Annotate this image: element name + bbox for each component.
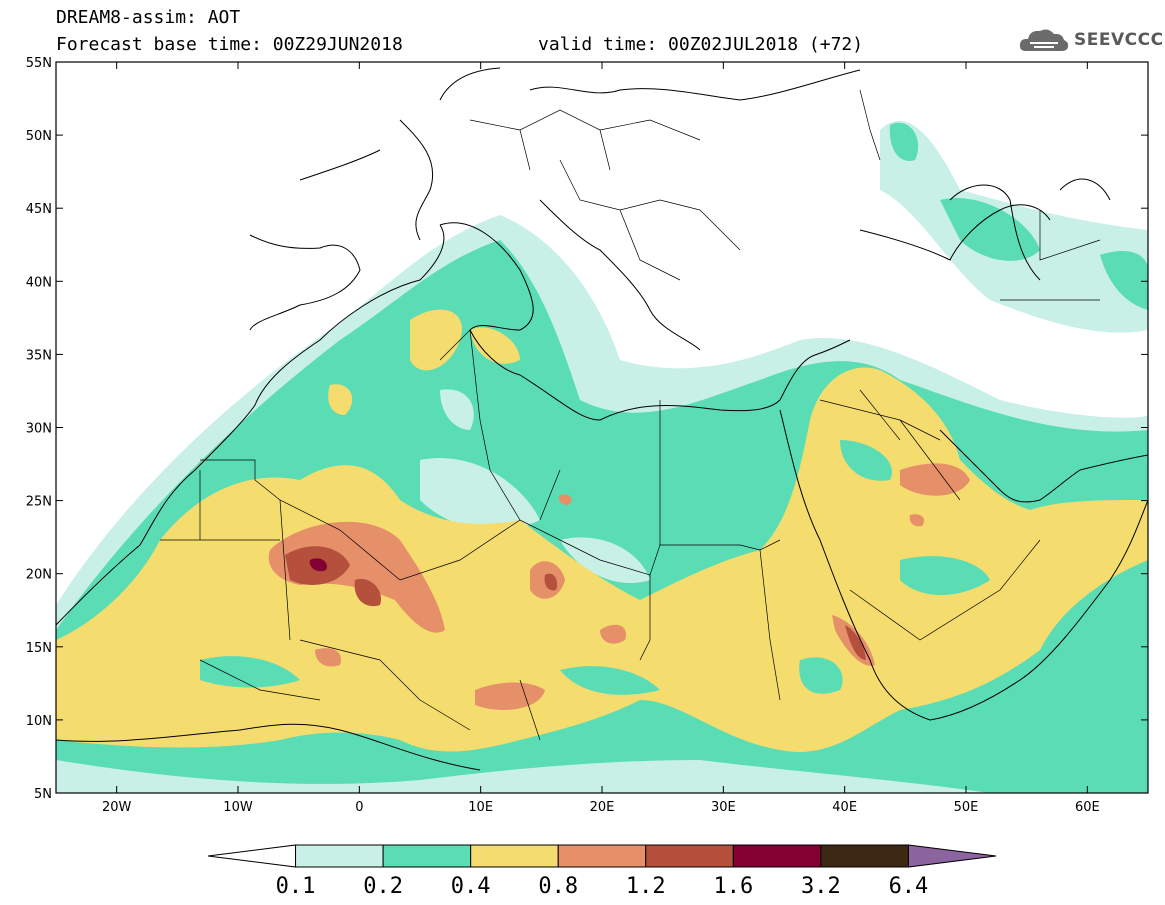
longitude-axis: 20W 10W 0 10E 20E 30E 40E 50E 60E	[102, 62, 1100, 815]
lon-tick-label: 20E	[590, 800, 615, 815]
logo-text: SEEVCCC	[1074, 30, 1164, 50]
colorbar-label: 3.2	[801, 874, 841, 899]
colorbar-label: 1.2	[626, 874, 666, 899]
colorbar-segment	[382, 844, 472, 868]
seevccc-logo: SEEVCCC	[1018, 22, 1164, 58]
cloud-icon	[1019, 29, 1069, 51]
lat-tick-label: 40N	[26, 275, 52, 290]
forecast-times: Forecast base time: 00Z29JUN2018 valid ti…	[56, 34, 863, 55]
lat-tick-label: 5N	[34, 787, 52, 802]
map-title: DREAM8-assim: AOT	[56, 7, 241, 28]
base-time-label: Forecast base time: 00Z29JUN2018	[56, 34, 403, 55]
lon-tick-label: 10W	[223, 800, 253, 815]
valid-time-label: valid time: 00Z02JUL2018 (+72)	[538, 34, 864, 55]
coastlines	[56, 67, 1148, 771]
lat-tick-label: 10N	[26, 714, 52, 729]
colorbar-segment	[295, 844, 384, 868]
lat-tick-label: 35N	[26, 348, 52, 363]
lon-tick-label: 50E	[954, 800, 979, 815]
lon-tick-label: 60E	[1075, 800, 1100, 815]
colorbar-labels: 0.1 0.2 0.4 0.8 1.2 1.6 3.2 6.4	[276, 874, 929, 899]
country-borders	[160, 89, 1101, 741]
colorbar-segment	[557, 844, 647, 868]
lat-tick-label: 50N	[26, 129, 52, 144]
lat-tick-label: 25N	[26, 495, 52, 510]
colorbar-arrow-high	[907, 844, 997, 868]
colorbar-label: 0.2	[363, 874, 403, 899]
lon-tick-label: 40E	[832, 800, 857, 815]
lon-tick-label: 30E	[711, 800, 736, 815]
colorbar-segment	[732, 844, 822, 868]
colorbar-segment	[645, 844, 734, 868]
lat-tick-label: 55N	[26, 56, 52, 71]
colorbar	[207, 844, 997, 868]
latitude-axis: 55N 50N 45N 40N 35N 30N 25N 20N 15N 10N 5N	[26, 56, 1148, 802]
colorbar-arrow-low	[207, 844, 297, 868]
colorbar-label: 0.4	[451, 874, 491, 899]
lat-tick-label: 45N	[26, 202, 52, 217]
colorbar-segment	[470, 844, 559, 868]
lon-tick-label: 20W	[102, 800, 132, 815]
lat-tick-label: 20N	[26, 568, 52, 583]
colorbar-label: 1.6	[713, 874, 753, 899]
aot-field	[56, 120, 1148, 793]
lat-tick-label: 30N	[26, 422, 52, 437]
lon-tick-label: 0	[355, 800, 363, 815]
lat-tick-label: 15N	[26, 641, 52, 656]
lon-tick-label: 10E	[468, 800, 493, 815]
colorbar-label: 6.4	[889, 874, 929, 899]
colorbar-label: 0.1	[276, 874, 316, 899]
colorbar-label: 0.8	[538, 874, 578, 899]
colorbar-segment	[820, 844, 909, 868]
